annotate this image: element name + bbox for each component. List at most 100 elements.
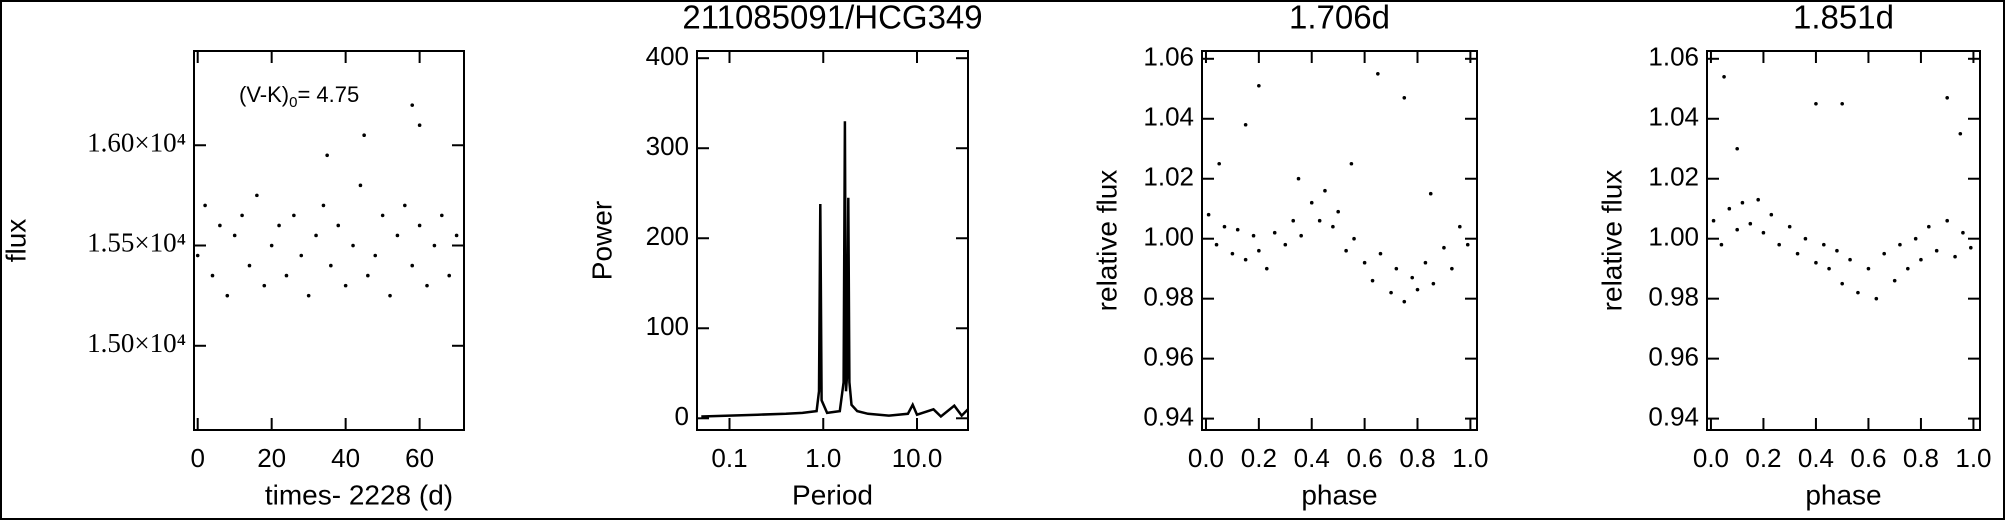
- data-point: [1344, 248, 1348, 253]
- x-tick-label: 10.0: [892, 443, 943, 473]
- x-tick-label: 1.0: [1452, 443, 1488, 473]
- y-tick-label: 0.96: [1143, 342, 1194, 372]
- y-tick-label: 0.96: [1648, 342, 1699, 372]
- data-point: [1458, 224, 1462, 229]
- data-point: [1740, 200, 1745, 205]
- x-tick-label: 40: [331, 443, 360, 473]
- data-point: [325, 153, 329, 158]
- data-point: [329, 263, 333, 268]
- data-point: [1777, 242, 1781, 247]
- data-point: [366, 273, 370, 278]
- data-point: [1927, 224, 1931, 229]
- data-point: [1428, 191, 1433, 196]
- data-point: [1840, 281, 1844, 286]
- data-point: [362, 133, 366, 138]
- data-point: [1331, 224, 1335, 229]
- x-tick-label: 0.8: [1903, 443, 1939, 473]
- y-tick-label: 1.00: [1648, 222, 1699, 252]
- data-point: [1291, 218, 1296, 223]
- data-point: [1296, 176, 1301, 181]
- annotation-part: = 4.75: [297, 82, 359, 107]
- data-point: [277, 223, 281, 228]
- data-point: [1711, 218, 1716, 223]
- data-point: [1230, 251, 1235, 256]
- y-tick-label: 1.02: [1143, 162, 1194, 192]
- data-point: [255, 193, 259, 198]
- x-tick-label: 0.6: [1850, 443, 1886, 473]
- data-point: [1309, 200, 1314, 205]
- data-point: [1235, 227, 1240, 232]
- x-axis-label: phase: [1805, 479, 1881, 510]
- data-point: [1222, 224, 1227, 229]
- data-point: [388, 293, 392, 298]
- y-tick-label: 1.55×10⁴: [87, 228, 186, 258]
- y-axis-label: relative flux: [1091, 170, 1122, 312]
- data-point: [1450, 266, 1454, 271]
- data-point: [1402, 299, 1407, 304]
- data-point: [1756, 197, 1760, 202]
- data-point: [403, 203, 407, 208]
- data-point: [425, 283, 429, 288]
- data-point: [358, 183, 363, 188]
- data-point: [1257, 248, 1261, 253]
- data-point: [1735, 146, 1739, 151]
- y-tick-label: 200: [646, 221, 689, 251]
- data-point: [247, 263, 252, 268]
- y-tick-label: 1.04: [1648, 102, 1699, 132]
- data-point: [1969, 245, 1973, 250]
- data-point: [1827, 266, 1831, 271]
- data-point: [1206, 212, 1211, 217]
- y-tick-label: 1.00: [1143, 222, 1194, 252]
- data-point: [1376, 71, 1380, 76]
- plot-frame: [696, 50, 969, 431]
- data-point: [1898, 242, 1902, 247]
- data-point: [1323, 188, 1327, 193]
- x-tick-label: 0.2: [1745, 443, 1781, 473]
- data-point: [417, 123, 422, 127]
- data-point: [1370, 278, 1375, 283]
- data-point: [232, 233, 237, 238]
- data-point: [1264, 266, 1269, 271]
- y-tick-label: 300: [646, 131, 689, 161]
- data-point: [1803, 236, 1808, 241]
- y-tick-label: 0.94: [1648, 401, 1699, 431]
- data-point: [373, 253, 378, 258]
- data-point: [1856, 290, 1860, 295]
- data-point: [240, 213, 244, 218]
- x-tick-label: 60: [405, 443, 434, 473]
- data-point: [1822, 242, 1826, 247]
- data-point: [440, 213, 444, 218]
- data-point: [1394, 266, 1399, 271]
- plot-frame: [1706, 50, 1981, 431]
- data-point: [1945, 218, 1949, 223]
- data-point: [1442, 245, 1446, 250]
- y-tick-label: 0.98: [1143, 282, 1194, 312]
- y-tick-label: 1.04: [1143, 102, 1194, 132]
- plot-frame: [193, 50, 465, 431]
- x-tick-label: 0.2: [1241, 443, 1277, 473]
- data-point: [1423, 260, 1428, 265]
- data-point: [225, 293, 230, 298]
- y-axis-label: relative flux: [1596, 170, 1627, 312]
- data-point: [1352, 236, 1356, 241]
- y-tick-label: 400: [646, 41, 689, 71]
- data-point: [351, 243, 355, 248]
- data-point: [1336, 209, 1340, 214]
- x-tick-label: 0.4: [1294, 443, 1330, 473]
- x-tick-label: 0.6: [1347, 443, 1383, 473]
- data-point: [1953, 254, 1957, 259]
- x-tick-label: 20: [257, 443, 286, 473]
- data-point: [1465, 242, 1470, 247]
- data-point: [299, 253, 304, 258]
- data-point: [1934, 248, 1939, 253]
- data-point: [454, 233, 459, 238]
- data-point: [1272, 230, 1277, 235]
- x-tick-label: 0.4: [1798, 443, 1834, 473]
- data-point: [1389, 290, 1393, 295]
- x-tick-label: 0.0: [1188, 443, 1224, 473]
- x-tick-label: 1.0: [1955, 443, 1991, 473]
- panel-title: 1.851d: [1793, 0, 1894, 36]
